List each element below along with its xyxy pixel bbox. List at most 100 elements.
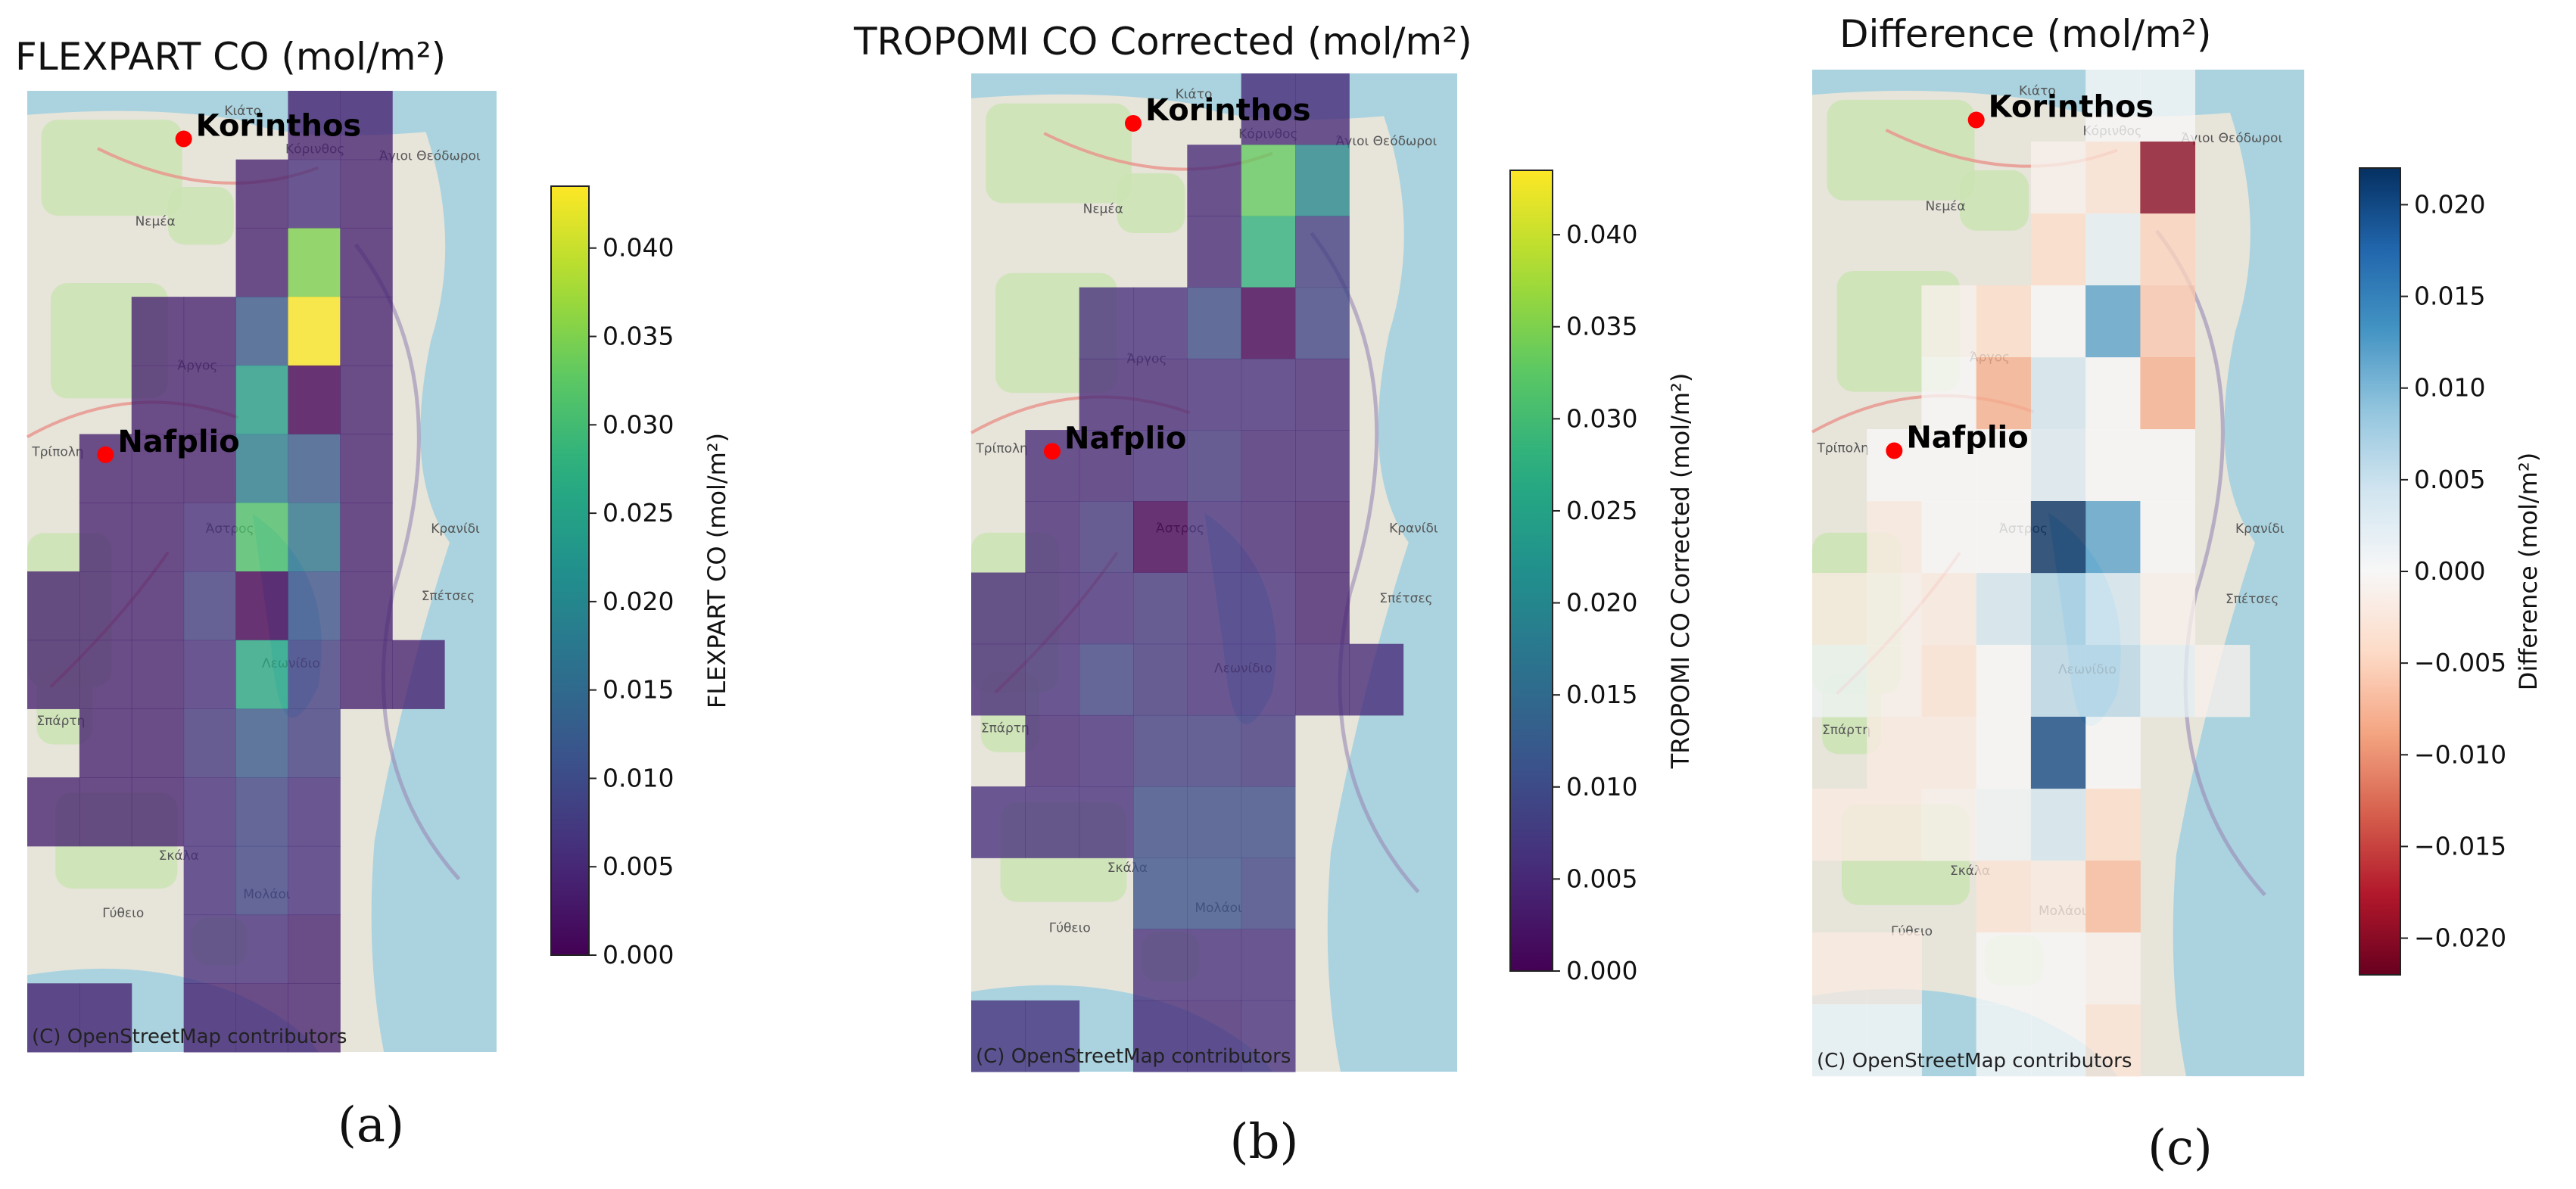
heatmap-cell <box>183 571 237 641</box>
heatmap-cell <box>1025 1000 1080 1072</box>
heatmap-cell <box>1133 358 1188 431</box>
heatmap-cell <box>1976 429 2032 502</box>
city-label: Korinthos <box>1989 90 2154 125</box>
heatmap-cell <box>79 983 132 1053</box>
heatmap-cell <box>2140 142 2196 214</box>
heatmap-cell <box>1241 714 1296 787</box>
heatmap-cell <box>2030 861 2086 933</box>
aegean-sea <box>1327 103 1457 1072</box>
heatmap-cell <box>971 572 1026 645</box>
heatmap-cell <box>1241 358 1296 431</box>
heatmap-cell <box>1241 786 1296 858</box>
heatmap-cell <box>2140 213 2196 286</box>
heatmap-cell <box>1187 929 1242 1001</box>
heatmap-cell <box>288 365 341 435</box>
heatmap-cell <box>2085 645 2141 717</box>
heatmap-cell <box>2085 142 2141 214</box>
heatmap-cell <box>1187 1000 1242 1072</box>
forest-area <box>168 187 234 245</box>
heatmap-cell <box>2085 285 2141 358</box>
colorbar <box>2359 167 2401 976</box>
heatmap-cell <box>183 914 237 984</box>
heatmap-cell <box>1187 643 1242 716</box>
heatmap-cell <box>2085 717 2141 789</box>
heatmap-cell <box>288 228 341 297</box>
forest-area <box>41 120 182 216</box>
heatmap-cell <box>2030 932 2086 1005</box>
heatmap-cell <box>1133 786 1188 858</box>
colorbar-tick-label: −0.015 <box>2414 831 2506 861</box>
heatmap-cell <box>392 640 445 709</box>
colorbar-tick-label: 0.010 <box>1566 772 1637 801</box>
heatmap-cell <box>1295 216 1350 288</box>
heatmap-cell <box>1187 786 1242 858</box>
heatmap-cell <box>1812 573 1867 646</box>
heatmap-cell <box>1079 430 1134 502</box>
heatmap-cell <box>2085 357 2141 430</box>
map-town-label: Σπάρτη <box>1822 723 1870 738</box>
heatmap-cell <box>1133 572 1188 645</box>
heatmap-cell <box>183 297 237 366</box>
heatmap-cell <box>79 640 132 709</box>
heatmap-cell <box>340 365 393 435</box>
heatmap-cell <box>1921 501 1977 574</box>
heatmap-cell <box>1025 430 1080 502</box>
heatmap-cell <box>1921 573 1977 646</box>
heatmap-cell <box>235 708 288 778</box>
forest-area <box>1827 99 1975 201</box>
map-town-label: Άγιοι Θεόδωροι <box>2182 131 2283 146</box>
heatmap-cell <box>1079 501 1134 573</box>
heatmap-cell <box>2194 645 2250 717</box>
heatmap-cell <box>183 640 237 709</box>
heatmap-cell <box>2140 573 2196 646</box>
heatmap-cell <box>1812 932 1867 1005</box>
map-town-label: Κρανίδι <box>1389 521 1438 537</box>
heatmap-cell <box>1976 861 2032 933</box>
heatmap-cell <box>79 434 132 503</box>
heatmap-cell <box>183 845 237 916</box>
heatmap-cell <box>1921 789 1977 861</box>
heatmap-cell <box>1976 645 2032 717</box>
heatmap-cell <box>288 503 341 572</box>
map-town-label: Κρανίδι <box>2235 521 2285 537</box>
heatmap-cell <box>1295 287 1350 360</box>
heatmap-cell <box>1241 858 1296 930</box>
city-marker <box>1886 442 1903 459</box>
heatmap-cell <box>971 1000 1026 1072</box>
heatmap-cell <box>1241 572 1296 645</box>
colorbar-tick-label: −0.020 <box>2414 923 2506 953</box>
heatmap-cell <box>288 708 341 778</box>
heatmap-cell <box>1976 717 2032 789</box>
heatmap-cell <box>1079 287 1134 360</box>
heatmap-cell <box>288 159 341 229</box>
heatmap-cell <box>1241 643 1296 716</box>
heatmap-cell <box>2030 429 2086 502</box>
colorbar-tick-label: 0.020 <box>2414 189 2485 219</box>
heatmap-cell <box>183 983 237 1053</box>
colorbar-tick-label: 0.025 <box>1566 496 1637 525</box>
heatmap-cell <box>2085 861 2141 933</box>
colorbar-tick-label: 0.010 <box>2414 373 2485 403</box>
colorbar-tick-label: −0.010 <box>2414 739 2506 769</box>
heatmap-cell <box>1133 501 1188 573</box>
heatmap-cell <box>2030 717 2086 789</box>
heatmap-cell <box>288 914 341 984</box>
heatmap-cell <box>288 434 341 503</box>
heatmap-cell <box>131 503 185 572</box>
heatmap-cell <box>1976 789 2032 861</box>
heatmap-cell <box>1867 789 1922 861</box>
heatmap-cell <box>1867 717 1922 789</box>
heatmap-cell <box>1133 858 1188 930</box>
heatmap-cell <box>288 845 341 916</box>
forest-area <box>986 103 1132 204</box>
heatmap-cell <box>1187 714 1242 787</box>
heatmap-cell <box>2085 213 2141 286</box>
colorbar <box>550 185 590 956</box>
map-town-label: Νεμέα <box>1926 199 1966 214</box>
heatmap-cell <box>1079 714 1134 787</box>
city-label: Nafplio <box>1064 421 1186 456</box>
colorbar-tick-label: 0.025 <box>603 498 674 528</box>
panel-title: Difference (mol/m²) <box>1839 12 2211 56</box>
heatmap-cell <box>1295 73 1350 145</box>
heatmap-cell <box>1921 357 1977 430</box>
